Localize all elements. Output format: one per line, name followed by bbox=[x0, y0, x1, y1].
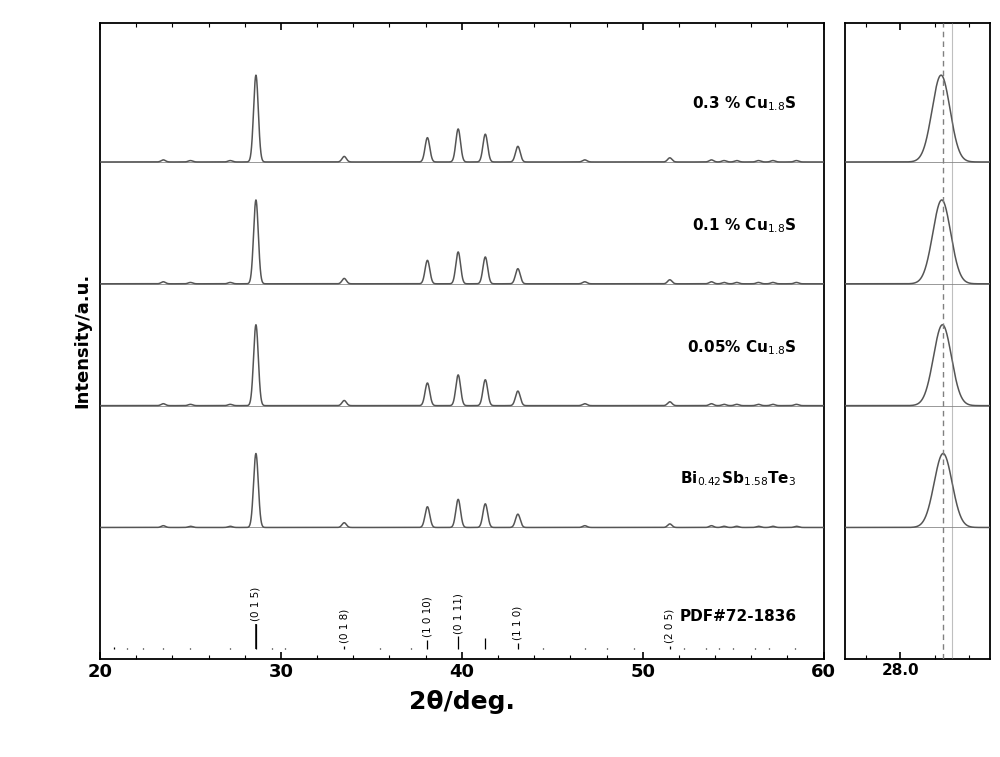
Text: (2 0 5): (2 0 5) bbox=[665, 609, 675, 643]
Text: (1 0 10): (1 0 10) bbox=[422, 597, 432, 637]
Text: PDF#72-1836: PDF#72-1836 bbox=[679, 609, 796, 625]
Text: 0.05% Cu$_{1.8}$S: 0.05% Cu$_{1.8}$S bbox=[687, 338, 796, 357]
Text: 0.1 % Cu$_{1.8}$S: 0.1 % Cu$_{1.8}$S bbox=[692, 217, 796, 235]
Text: Bi$_{0.42}$Sb$_{1.58}$Te$_3$: Bi$_{0.42}$Sb$_{1.58}$Te$_3$ bbox=[680, 469, 796, 488]
Y-axis label: Intensity/a.u.: Intensity/a.u. bbox=[74, 273, 92, 408]
X-axis label: 2θ/deg.: 2θ/deg. bbox=[409, 690, 515, 714]
Text: 0.3 % Cu$_{1.8}$S: 0.3 % Cu$_{1.8}$S bbox=[692, 95, 796, 114]
Text: (0 1 8): (0 1 8) bbox=[339, 609, 349, 643]
Text: (0 1 5): (0 1 5) bbox=[251, 587, 261, 621]
Text: (1 1 0): (1 1 0) bbox=[513, 606, 523, 640]
Text: (0 1 11): (0 1 11) bbox=[453, 593, 463, 634]
